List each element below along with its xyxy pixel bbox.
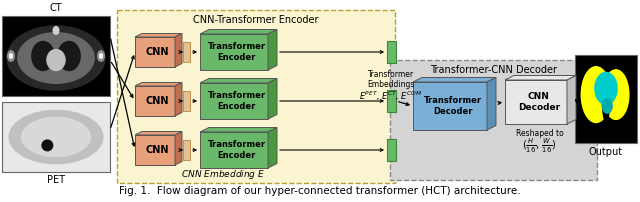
Polygon shape xyxy=(135,82,182,86)
Text: CNN: CNN xyxy=(145,145,169,155)
Text: Transformer
Encoder: Transformer Encoder xyxy=(207,91,266,111)
Text: Transformer
Encoder: Transformer Encoder xyxy=(207,42,266,62)
FancyBboxPatch shape xyxy=(183,42,190,62)
Ellipse shape xyxy=(602,98,613,114)
Polygon shape xyxy=(175,132,182,165)
Polygon shape xyxy=(268,127,277,168)
FancyBboxPatch shape xyxy=(117,10,395,183)
Ellipse shape xyxy=(8,110,104,164)
Polygon shape xyxy=(268,79,277,119)
Ellipse shape xyxy=(602,69,630,120)
Text: Transformer
Encoder: Transformer Encoder xyxy=(207,140,266,160)
FancyBboxPatch shape xyxy=(183,91,190,111)
Text: CNN-Transformer Encoder: CNN-Transformer Encoder xyxy=(193,15,319,25)
Text: $E^{PET}$, $E^{CT}$, $E^{COM}$: $E^{PET}$, $E^{CT}$, $E^{COM}$ xyxy=(360,90,422,103)
Ellipse shape xyxy=(52,26,60,35)
Polygon shape xyxy=(135,135,175,165)
Ellipse shape xyxy=(9,53,13,59)
Text: Output: Output xyxy=(589,147,623,157)
Text: CNN: CNN xyxy=(145,96,169,106)
Ellipse shape xyxy=(17,32,95,84)
FancyBboxPatch shape xyxy=(183,140,190,160)
FancyBboxPatch shape xyxy=(575,55,637,143)
Ellipse shape xyxy=(97,50,105,62)
Ellipse shape xyxy=(594,72,618,105)
Polygon shape xyxy=(200,79,277,83)
Text: Transformer
Decoder: Transformer Decoder xyxy=(424,96,482,116)
Polygon shape xyxy=(175,82,182,116)
Ellipse shape xyxy=(31,41,55,71)
Ellipse shape xyxy=(602,75,611,123)
Ellipse shape xyxy=(57,41,81,71)
FancyBboxPatch shape xyxy=(387,41,396,63)
Polygon shape xyxy=(135,132,182,135)
Polygon shape xyxy=(200,127,277,132)
Ellipse shape xyxy=(42,139,53,152)
Text: CNN Embedding $E$: CNN Embedding $E$ xyxy=(180,168,265,181)
Text: CNN: CNN xyxy=(145,47,169,57)
Polygon shape xyxy=(135,37,175,67)
FancyBboxPatch shape xyxy=(2,102,110,172)
Polygon shape xyxy=(567,76,576,124)
Ellipse shape xyxy=(7,50,15,62)
Polygon shape xyxy=(200,34,268,70)
Polygon shape xyxy=(200,83,268,119)
Ellipse shape xyxy=(21,117,91,157)
Polygon shape xyxy=(175,34,182,67)
Polygon shape xyxy=(135,86,175,116)
FancyBboxPatch shape xyxy=(2,16,110,96)
Text: Transformer
Embeddings: Transformer Embeddings xyxy=(367,70,415,89)
Polygon shape xyxy=(505,76,576,80)
Polygon shape xyxy=(200,132,268,168)
Ellipse shape xyxy=(99,53,103,59)
Text: CNN
Decoder: CNN Decoder xyxy=(518,92,560,112)
Text: CT: CT xyxy=(50,3,62,13)
Ellipse shape xyxy=(6,25,106,91)
Text: Reshaped to: Reshaped to xyxy=(516,129,563,138)
Text: PET: PET xyxy=(47,175,65,185)
Polygon shape xyxy=(200,29,277,34)
Polygon shape xyxy=(268,29,277,70)
FancyBboxPatch shape xyxy=(387,139,396,161)
Polygon shape xyxy=(487,78,496,130)
Text: Fig. 1.  Flow diagram of our hyper-connected transformer (HCT) architecture.: Fig. 1. Flow diagram of our hyper-connec… xyxy=(119,186,521,196)
Polygon shape xyxy=(505,80,567,124)
Text: Transformer-CNN Decoder: Transformer-CNN Decoder xyxy=(430,65,557,75)
Polygon shape xyxy=(413,78,496,82)
FancyBboxPatch shape xyxy=(390,60,597,180)
Polygon shape xyxy=(135,34,182,37)
Ellipse shape xyxy=(46,49,66,71)
Text: ($\frac{H}{16}$, $\frac{W}{16}$): ($\frac{H}{16}$, $\frac{W}{16}$) xyxy=(522,137,557,155)
Polygon shape xyxy=(413,82,487,130)
FancyBboxPatch shape xyxy=(387,90,396,112)
Ellipse shape xyxy=(580,66,612,123)
